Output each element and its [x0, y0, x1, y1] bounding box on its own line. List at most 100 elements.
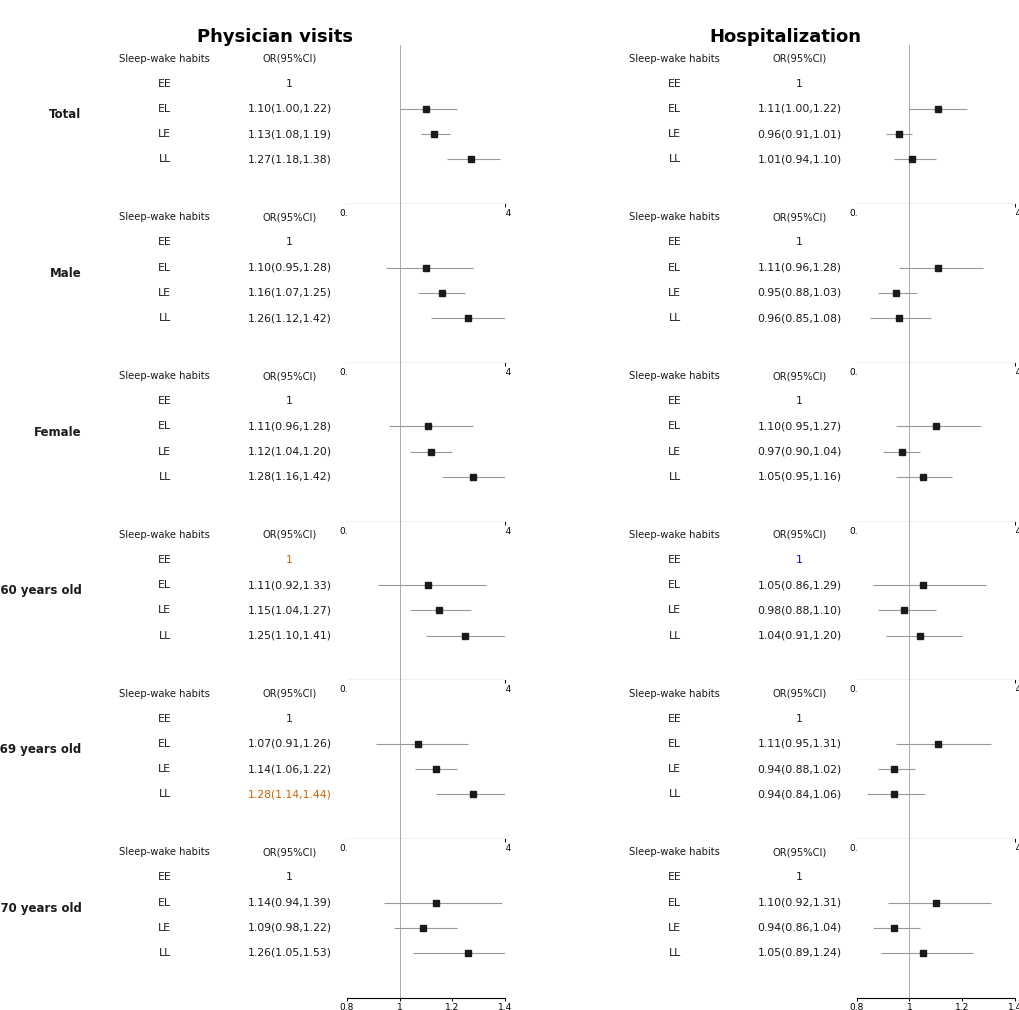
- Text: EL: EL: [158, 263, 171, 273]
- Text: EL: EL: [158, 739, 171, 748]
- Text: 1.12(1.04,1.20): 1.12(1.04,1.20): [248, 446, 331, 457]
- Text: 1.14(0.94,1.39): 1.14(0.94,1.39): [248, 898, 331, 908]
- Text: EE: EE: [158, 714, 171, 724]
- Text: EE: EE: [158, 554, 171, 565]
- Text: Sleep-wake habits: Sleep-wake habits: [629, 530, 719, 539]
- Text: OR(95%CI): OR(95%CI): [262, 371, 316, 381]
- Text: Age≥ 70 years old: Age≥ 70 years old: [0, 902, 82, 915]
- Text: 0.94(0.88,1.02): 0.94(0.88,1.02): [757, 765, 841, 774]
- Text: Age=60-69 years old: Age=60-69 years old: [0, 743, 82, 756]
- Text: OR(95%CI): OR(95%CI): [771, 530, 825, 539]
- Text: LL: LL: [158, 313, 171, 323]
- Text: Sleep-wake habits: Sleep-wake habits: [119, 847, 210, 857]
- Text: 1: 1: [286, 873, 292, 883]
- Text: LL: LL: [667, 313, 681, 323]
- Text: 0.96(0.85,1.08): 0.96(0.85,1.08): [757, 313, 841, 323]
- Text: OR(95%CI): OR(95%CI): [262, 530, 316, 539]
- Text: 1.04(0.91,1.20): 1.04(0.91,1.20): [757, 630, 841, 640]
- Text: Sleep-wake habits: Sleep-wake habits: [629, 54, 719, 64]
- Text: EE: EE: [158, 873, 171, 883]
- Text: EL: EL: [667, 421, 681, 431]
- Text: EL: EL: [158, 421, 171, 431]
- Text: Hospitalization: Hospitalization: [708, 28, 861, 46]
- Text: 0.96(0.91,1.01): 0.96(0.91,1.01): [757, 129, 841, 139]
- Text: Female: Female: [34, 425, 82, 438]
- Text: LL: LL: [158, 155, 171, 165]
- Text: OR(95%CI): OR(95%CI): [771, 54, 825, 64]
- Text: 1.10(0.92,1.31): 1.10(0.92,1.31): [757, 898, 841, 908]
- Text: 1.28(1.16,1.42): 1.28(1.16,1.42): [248, 472, 331, 482]
- Text: EL: EL: [667, 263, 681, 273]
- Text: EE: EE: [158, 237, 171, 247]
- Text: EL: EL: [667, 898, 681, 908]
- Text: Sleep-wake habits: Sleep-wake habits: [119, 54, 210, 64]
- Text: 0.94(0.84,1.06): 0.94(0.84,1.06): [757, 789, 841, 799]
- Text: LE: LE: [158, 446, 171, 457]
- Text: EE: EE: [158, 79, 171, 89]
- Text: Sleep-wake habits: Sleep-wake habits: [119, 689, 210, 699]
- Text: 1: 1: [796, 873, 802, 883]
- Text: 0.97(0.90,1.04): 0.97(0.90,1.04): [757, 446, 841, 457]
- Text: Age<60 years old: Age<60 years old: [0, 585, 82, 598]
- Text: 1.27(1.18,1.38): 1.27(1.18,1.38): [248, 155, 331, 165]
- Text: OR(95%CI): OR(95%CI): [771, 371, 825, 381]
- Text: EE: EE: [158, 396, 171, 406]
- Text: LL: LL: [667, 789, 681, 799]
- Text: Total: Total: [49, 108, 82, 121]
- Text: 0.95(0.88,1.03): 0.95(0.88,1.03): [757, 288, 841, 298]
- Text: 1.10(0.95,1.27): 1.10(0.95,1.27): [757, 421, 841, 431]
- Text: 1.14(1.06,1.22): 1.14(1.06,1.22): [248, 765, 331, 774]
- Text: Physician visits: Physician visits: [198, 28, 353, 46]
- Text: 1.25(1.10,1.41): 1.25(1.10,1.41): [248, 630, 331, 640]
- Text: 1.01(0.94,1.10): 1.01(0.94,1.10): [757, 155, 841, 165]
- Text: 1.28(1.14,1.44): 1.28(1.14,1.44): [248, 789, 331, 799]
- Text: LE: LE: [158, 129, 171, 139]
- Text: 1: 1: [286, 396, 292, 406]
- Text: Sleep-wake habits: Sleep-wake habits: [119, 212, 210, 222]
- Text: LL: LL: [158, 630, 171, 640]
- Text: 1.26(1.05,1.53): 1.26(1.05,1.53): [248, 948, 331, 958]
- Text: LL: LL: [158, 789, 171, 799]
- Text: LE: LE: [667, 923, 681, 933]
- Text: EL: EL: [158, 580, 171, 590]
- Text: LL: LL: [667, 472, 681, 482]
- Text: OR(95%CI): OR(95%CI): [262, 54, 316, 64]
- Text: LE: LE: [158, 923, 171, 933]
- Text: 1: 1: [796, 79, 802, 89]
- Text: OR(95%CI): OR(95%CI): [262, 689, 316, 699]
- Text: LL: LL: [667, 630, 681, 640]
- Text: EL: EL: [158, 104, 171, 114]
- Text: EE: EE: [667, 873, 681, 883]
- Text: 1.15(1.04,1.27): 1.15(1.04,1.27): [248, 605, 331, 615]
- Text: LE: LE: [158, 765, 171, 774]
- Text: 1: 1: [286, 237, 292, 247]
- Text: OR(95%CI): OR(95%CI): [262, 212, 316, 222]
- Text: OR(95%CI): OR(95%CI): [771, 689, 825, 699]
- Text: EE: EE: [667, 79, 681, 89]
- Text: 1.16(1.07,1.25): 1.16(1.07,1.25): [248, 288, 331, 298]
- Text: Sleep-wake habits: Sleep-wake habits: [629, 689, 719, 699]
- Text: LE: LE: [158, 605, 171, 615]
- Text: 1.11(0.96,1.28): 1.11(0.96,1.28): [248, 421, 331, 431]
- Text: Sleep-wake habits: Sleep-wake habits: [119, 371, 210, 381]
- Text: EL: EL: [667, 580, 681, 590]
- Text: EL: EL: [667, 739, 681, 748]
- Text: 1.10(0.95,1.28): 1.10(0.95,1.28): [248, 263, 331, 273]
- Text: 1.11(1.00,1.22): 1.11(1.00,1.22): [757, 104, 841, 114]
- Text: Sleep-wake habits: Sleep-wake habits: [629, 371, 719, 381]
- Text: LE: LE: [667, 288, 681, 298]
- Text: 1.26(1.12,1.42): 1.26(1.12,1.42): [248, 313, 331, 323]
- Text: LE: LE: [667, 446, 681, 457]
- Text: LE: LE: [667, 765, 681, 774]
- Text: 1: 1: [796, 714, 802, 724]
- Text: 1: 1: [796, 237, 802, 247]
- Text: LE: LE: [667, 605, 681, 615]
- Text: Male: Male: [50, 267, 82, 280]
- Text: 1.11(0.96,1.28): 1.11(0.96,1.28): [757, 263, 841, 273]
- Text: 1.13(1.08,1.19): 1.13(1.08,1.19): [248, 129, 331, 139]
- Text: 1.11(0.95,1.31): 1.11(0.95,1.31): [757, 739, 841, 748]
- Text: EE: EE: [667, 554, 681, 565]
- Text: 1: 1: [286, 714, 292, 724]
- Text: 1: 1: [796, 396, 802, 406]
- Text: 1.09(0.98,1.22): 1.09(0.98,1.22): [248, 923, 331, 933]
